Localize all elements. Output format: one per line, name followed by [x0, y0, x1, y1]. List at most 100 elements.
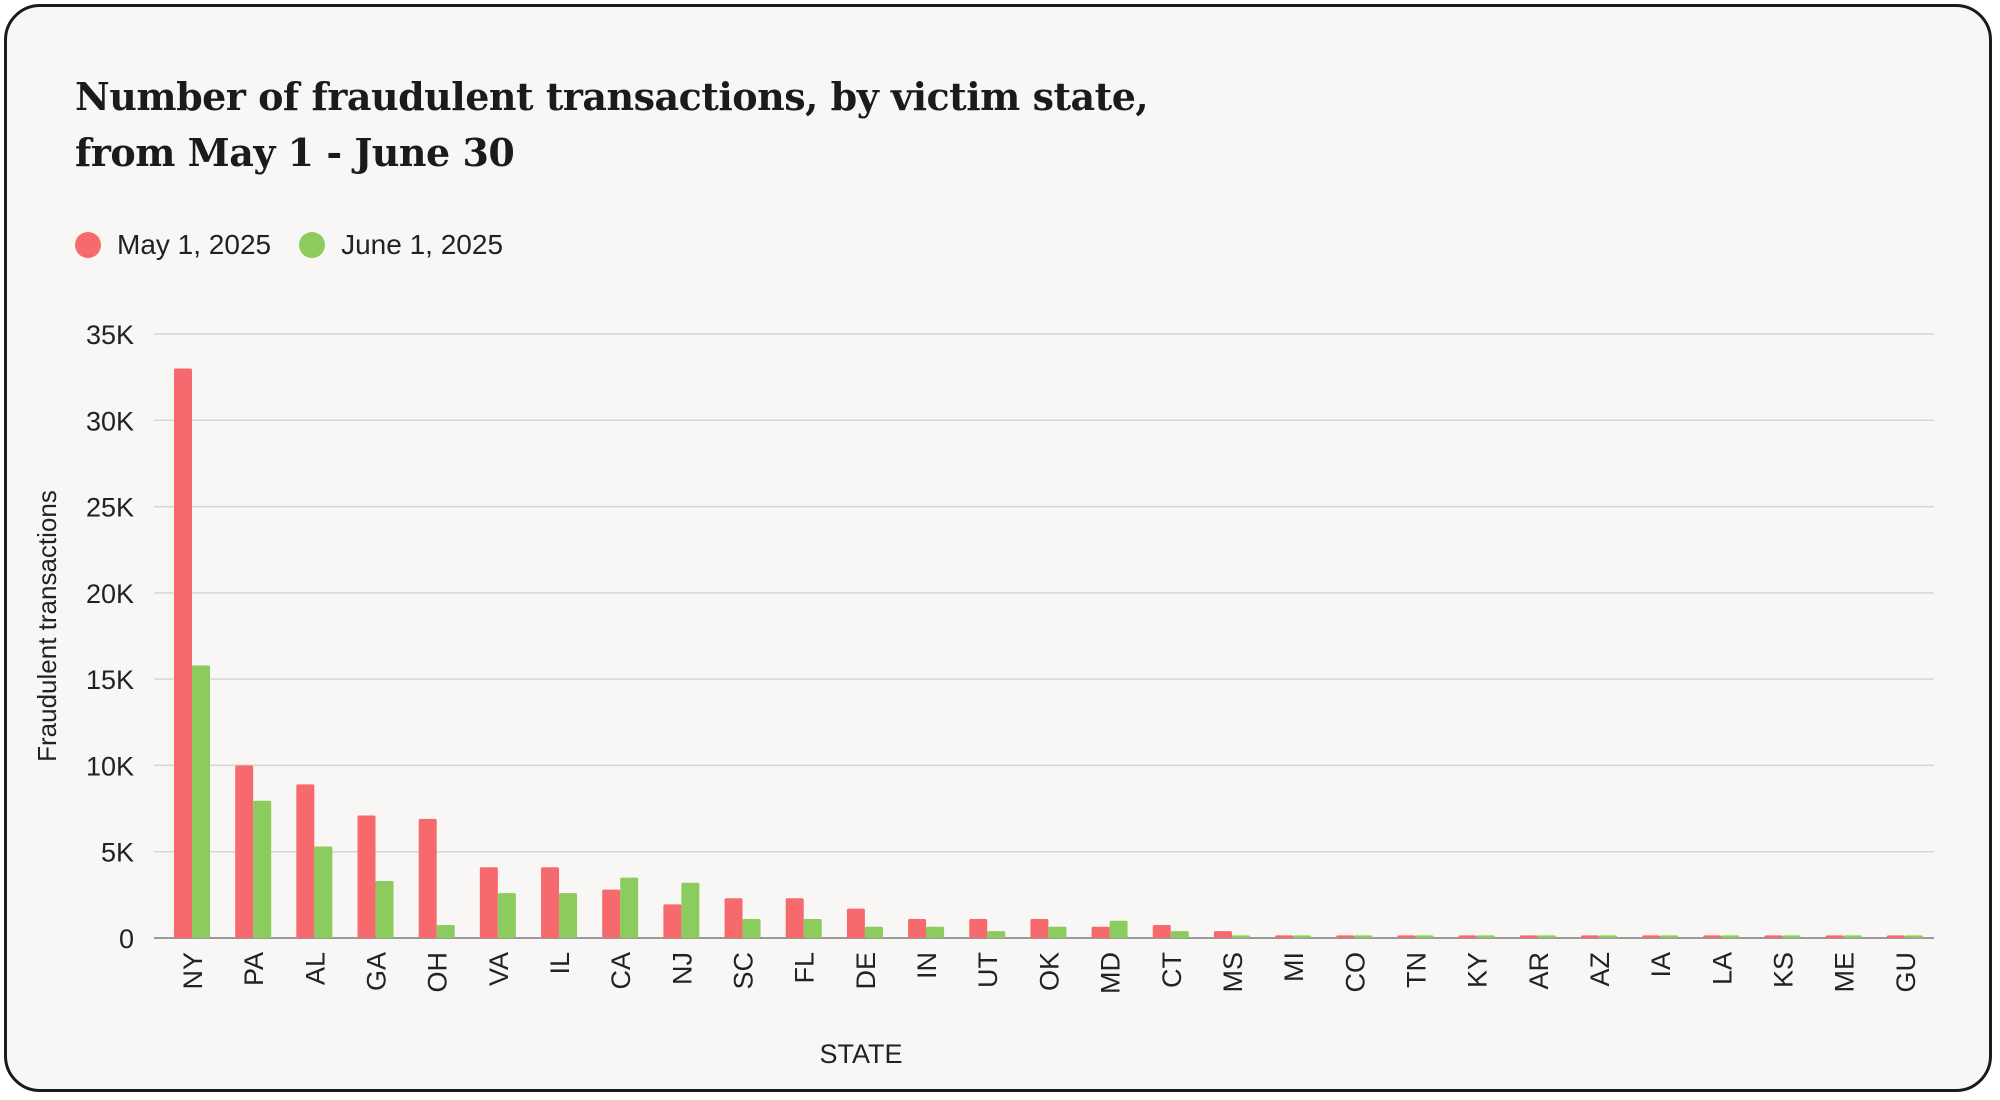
bar-fl-june[interactable]: [803, 919, 822, 938]
bar-la-june[interactable]: [1721, 935, 1740, 938]
bar-de-may[interactable]: [846, 908, 865, 938]
bar-mi-may[interactable]: [1275, 935, 1294, 938]
bar-gu-june[interactable]: [1904, 935, 1923, 938]
bar-ut-may[interactable]: [969, 919, 988, 938]
x-tick-label: FL: [790, 952, 820, 984]
x-tick-label: AL: [300, 952, 330, 985]
bar-ct-june[interactable]: [1170, 931, 1189, 938]
bar-fl-may[interactable]: [785, 898, 804, 938]
bar-al-may[interactable]: [296, 784, 315, 938]
x-tick-label: NJ: [667, 952, 697, 985]
chart-title-line-2: from May 1 - June 30: [75, 130, 515, 175]
x-tick-label: MD: [1096, 952, 1126, 994]
x-axis-label: STATE: [819, 1039, 902, 1069]
bars: [174, 368, 1923, 938]
bar-ms-may[interactable]: [1213, 931, 1232, 938]
x-tick-label: SC: [729, 952, 759, 990]
legend: May 1, 2025 June 1, 2025: [75, 229, 531, 261]
x-tick-label: OK: [1034, 952, 1064, 991]
bar-co-may[interactable]: [1336, 935, 1355, 938]
bar-ga-may[interactable]: [357, 815, 376, 938]
bar-ny-may[interactable]: [174, 368, 192, 938]
x-tick-label: DE: [851, 952, 881, 990]
y-tick-label: 5K: [101, 838, 134, 868]
bar-al-june[interactable]: [314, 846, 333, 938]
bar-nj-may[interactable]: [663, 904, 682, 938]
legend-item-may[interactable]: May 1, 2025: [75, 229, 271, 261]
bar-ct-may[interactable]: [1152, 925, 1171, 938]
x-tick-label: IA: [1646, 952, 1676, 978]
x-tick-label: CO: [1340, 952, 1370, 993]
bar-ms-june[interactable]: [1231, 935, 1250, 938]
bar-ok-june[interactable]: [1048, 926, 1067, 938]
bar-in-june[interactable]: [926, 926, 945, 938]
bar-tn-june[interactable]: [1415, 935, 1434, 938]
x-tick-label: KY: [1463, 952, 1493, 988]
x-tick-label: MS: [1218, 952, 1248, 993]
bar-il-june[interactable]: [559, 893, 578, 938]
bar-me-may[interactable]: [1825, 935, 1844, 938]
bar-sc-may[interactable]: [724, 898, 743, 938]
bar-ny-june[interactable]: [192, 665, 210, 938]
bar-ia-june[interactable]: [1660, 935, 1679, 938]
bar-ky-may[interactable]: [1458, 935, 1477, 938]
bar-va-june[interactable]: [497, 893, 516, 938]
bar-in-may[interactable]: [908, 919, 927, 938]
y-tick-label: 15K: [86, 665, 134, 695]
bar-me-june[interactable]: [1843, 935, 1862, 938]
legend-label-may: May 1, 2025: [117, 229, 272, 260]
x-tick-label: AR: [1524, 952, 1554, 990]
x-tick-label: GA: [362, 952, 392, 991]
y-tick-label: 0: [119, 924, 134, 954]
bar-ks-may[interactable]: [1764, 935, 1783, 938]
x-tick-label: TN: [1401, 952, 1431, 988]
y-tick-label: 10K: [86, 751, 134, 781]
x-tick-label: LA: [1707, 952, 1737, 985]
bar-md-june[interactable]: [1109, 920, 1128, 938]
bar-la-may[interactable]: [1703, 935, 1722, 938]
y-axis-label: Fraudulent transactions: [32, 490, 62, 762]
bar-nj-june[interactable]: [681, 882, 700, 938]
bar-co-june[interactable]: [1354, 935, 1373, 938]
x-tick-label: MI: [1279, 952, 1309, 982]
bar-de-june[interactable]: [864, 926, 883, 938]
x-tick-label: GU: [1891, 952, 1921, 993]
bar-ut-june[interactable]: [987, 931, 1006, 938]
x-tick-label: ME: [1830, 952, 1860, 993]
x-tick-label: IN: [912, 952, 942, 979]
bar-ca-june[interactable]: [620, 877, 639, 938]
bar-az-june[interactable]: [1598, 935, 1617, 938]
bar-ok-may[interactable]: [1030, 919, 1049, 938]
x-tick-label: AZ: [1585, 952, 1615, 987]
bar-tn-may[interactable]: [1397, 935, 1416, 938]
bar-pa-june[interactable]: [253, 800, 272, 938]
bar-ia-may[interactable]: [1642, 935, 1661, 938]
x-tick-label: PA: [239, 952, 269, 986]
y-tick-label: 35K: [86, 320, 134, 350]
bar-sc-june[interactable]: [742, 919, 761, 938]
legend-label-june: June 1, 2025: [341, 229, 504, 260]
x-tick-label: IL: [545, 952, 575, 975]
x-tick-label: OH: [423, 952, 453, 993]
chart-title: Number of fraudulent transactions, by vi…: [75, 69, 1149, 181]
y-tick-labels: 0 5K 10K 15K 20K 25K 30K 35K: [86, 320, 134, 954]
bar-il-may[interactable]: [541, 867, 560, 938]
bar-ky-june[interactable]: [1476, 935, 1495, 938]
bar-pa-may[interactable]: [235, 765, 254, 938]
x-tick-label: CA: [606, 952, 636, 990]
bar-va-may[interactable]: [479, 867, 498, 938]
bar-oh-june[interactable]: [436, 925, 455, 938]
bar-ca-may[interactable]: [602, 889, 621, 938]
bar-ar-june[interactable]: [1537, 935, 1556, 938]
bar-oh-may[interactable]: [418, 818, 437, 938]
chart-card: Number of fraudulent transactions, by vi…: [4, 4, 1992, 1092]
x-tick-label: VA: [484, 952, 514, 986]
bar-mi-june[interactable]: [1293, 935, 1312, 938]
legend-item-june[interactable]: June 1, 2025: [299, 229, 503, 261]
bar-ar-may[interactable]: [1519, 935, 1538, 938]
bar-ga-june[interactable]: [375, 881, 394, 938]
bar-md-may[interactable]: [1091, 926, 1110, 938]
bar-ks-june[interactable]: [1782, 935, 1801, 938]
bar-az-may[interactable]: [1580, 935, 1599, 938]
bar-gu-may[interactable]: [1886, 935, 1905, 938]
